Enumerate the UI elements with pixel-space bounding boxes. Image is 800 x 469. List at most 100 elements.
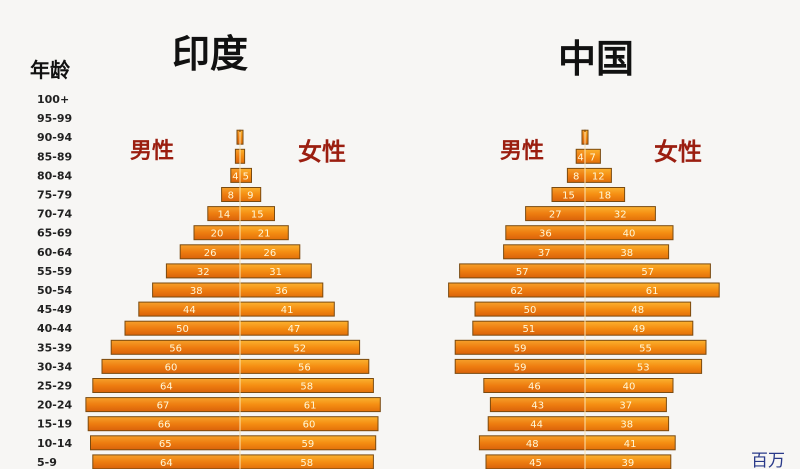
- value-label-male: 66: [158, 420, 171, 431]
- age-label: 20-24: [37, 399, 73, 412]
- value-label-female: 9: [247, 191, 253, 202]
- value-label-female: 12: [592, 171, 605, 182]
- age-label: 90-94: [37, 131, 73, 144]
- chart-title-india: 印度: [172, 32, 248, 76]
- value-label-male: 45: [529, 458, 542, 469]
- value-label-female: 47: [288, 324, 301, 335]
- value-label-male: 51: [523, 324, 536, 335]
- value-label-female: 37: [619, 401, 632, 412]
- age-label: 10-14: [37, 437, 73, 450]
- age-label: 95-99: [37, 112, 72, 125]
- value-label-female: 40: [623, 382, 636, 393]
- value-label-male: 14: [218, 210, 231, 221]
- unit-label: 百万: [751, 451, 785, 469]
- age-label: 80-84: [37, 169, 73, 182]
- age-label: 85-89: [37, 150, 72, 163]
- male-label-china: 男性: [500, 139, 544, 164]
- value-label-female: 57: [641, 267, 654, 278]
- female-label-china: 女性: [654, 138, 702, 166]
- age-label: 100+: [37, 93, 69, 106]
- value-label-male: 36: [539, 229, 552, 240]
- value-label-male: 44: [183, 305, 196, 316]
- age-tick-labels: 100+ 95-99 90-94 85-89 80-84 75-79 70-74 65-69 6…: [37, 93, 73, 469]
- value-label-male: 37: [538, 248, 551, 259]
- female-label-india: 女性: [298, 138, 346, 166]
- value-label-male: 4: [577, 152, 583, 163]
- age-label: 60-64: [37, 246, 73, 259]
- value-label-male: 60: [165, 362, 178, 373]
- value-label-female: 55: [639, 343, 652, 354]
- value-label-female: 18: [598, 191, 611, 202]
- chart-title-china: 中国: [558, 37, 634, 81]
- value-label-female: 36: [275, 286, 288, 297]
- value-label-male: 8: [573, 171, 579, 182]
- age-label: 70-74: [37, 208, 73, 221]
- value-label-male: 48: [526, 439, 539, 450]
- age-label: 25-29: [37, 380, 72, 393]
- bar-female-85-89: [239, 148, 246, 164]
- value-label-male: 67: [157, 401, 170, 412]
- value-label-female: 31: [269, 267, 282, 278]
- age-label: 40-44: [37, 322, 73, 335]
- value-label-female: 15: [251, 210, 264, 221]
- age-label: 5-9: [37, 456, 57, 469]
- value-label-female: 32: [614, 210, 627, 221]
- value-label-male: 27: [549, 210, 562, 221]
- value-label-female: 38: [620, 420, 633, 431]
- value-label-female: 5: [243, 171, 249, 182]
- value-label-male: 59: [514, 362, 527, 373]
- value-label-female: 21: [258, 229, 271, 240]
- age-axis-title: 年龄: [30, 58, 71, 82]
- value-label-male: 56: [169, 343, 182, 354]
- value-label-female: 61: [304, 401, 317, 412]
- value-label-male: 26: [204, 248, 217, 259]
- age-label: 45-49: [37, 303, 72, 316]
- age-label: 65-69: [37, 227, 72, 240]
- value-label-female: 52: [293, 343, 306, 354]
- value-label-male: 4: [232, 171, 238, 182]
- value-label-female: 48: [631, 305, 644, 316]
- value-label-female: 59: [301, 439, 314, 450]
- value-label-female: 40: [623, 229, 636, 240]
- value-label-female: 49: [633, 324, 646, 335]
- value-label-male: 64: [160, 458, 173, 469]
- value-label-male: 43: [531, 401, 544, 412]
- age-label: 55-59: [37, 265, 72, 278]
- value-label-female: 38: [620, 248, 633, 259]
- pyramid-china: 4 78 12 15 18 27 32 36 40 37 38 57 57 62 61 50 48 51 49 59 5…: [448, 129, 720, 469]
- value-label-male: 65: [159, 439, 172, 450]
- value-label-male: 62: [510, 286, 523, 297]
- value-label-male: 50: [176, 324, 189, 335]
- male-label-india: 男性: [130, 139, 174, 164]
- age-label: 50-54: [37, 284, 73, 297]
- value-label-female: 61: [646, 286, 659, 297]
- value-label-male: 44: [530, 420, 543, 431]
- value-label-female: 56: [298, 362, 311, 373]
- value-label-female: 58: [300, 458, 313, 469]
- value-label-female: 7: [590, 152, 596, 163]
- value-label-male: 64: [160, 382, 173, 393]
- value-label-male: 8: [228, 191, 234, 202]
- bar-male-85-89: [234, 148, 241, 164]
- value-label-male: 59: [514, 343, 527, 354]
- value-label-male: 32: [197, 267, 210, 278]
- age-label: 75-79: [37, 189, 72, 202]
- value-label-male: 57: [516, 267, 529, 278]
- age-label: 15-19: [37, 418, 72, 431]
- value-label-female: 41: [281, 305, 294, 316]
- value-label-male: 50: [524, 305, 537, 316]
- age-label: 30-34: [37, 360, 73, 373]
- value-label-male: 46: [528, 382, 541, 393]
- value-label-female: 60: [303, 420, 316, 431]
- value-label-female: 26: [264, 248, 277, 259]
- value-label-male: 38: [190, 286, 203, 297]
- value-label-male: 20: [211, 229, 224, 240]
- value-label-female: 58: [300, 382, 313, 393]
- value-label-male: 15: [562, 191, 575, 202]
- value-label-female: 53: [637, 362, 650, 373]
- value-label-female: 41: [624, 439, 637, 450]
- age-label: 35-39: [37, 341, 72, 354]
- value-label-female: 39: [622, 458, 635, 469]
